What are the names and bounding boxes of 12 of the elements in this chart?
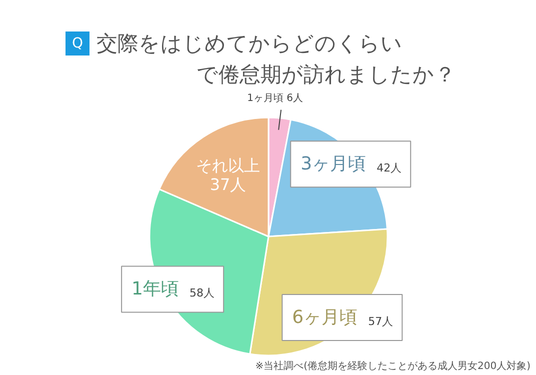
- chart-title: 交際をはじめてからどのくらいで倦怠期が訪れましたか？: [96, 32, 456, 86]
- text: Q: [72, 36, 84, 52]
- text: ※当社調べ(倦怠期を経験したことがある成人男女200人対象): [255, 360, 531, 372]
- slice-label: 6ヶ月頃: [292, 306, 358, 328]
- data-label: 37人: [210, 174, 246, 194]
- data-label: 42人: [376, 162, 402, 175]
- slice-label: 1ヶ月頃 6人: [247, 92, 303, 104]
- slice-label: 3ヶ月頃: [300, 154, 366, 175]
- slice-label: それ以上: [196, 156, 260, 175]
- slice-label: 1年頃: [132, 278, 180, 300]
- data-label: 58人: [190, 286, 215, 300]
- data-label: 57人: [368, 314, 394, 328]
